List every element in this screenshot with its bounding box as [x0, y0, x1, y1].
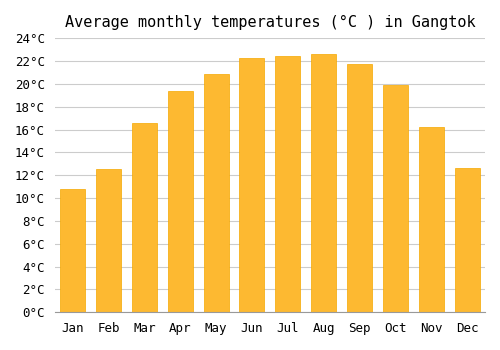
Bar	[347, 64, 372, 312]
Bar	[132, 122, 157, 312]
Bar	[240, 57, 264, 312]
Title: Average monthly temperatures (°C ) in Gangtok: Average monthly temperatures (°C ) in Ga…	[64, 15, 475, 30]
Bar	[60, 189, 85, 312]
Bar	[96, 169, 121, 312]
Bar	[168, 91, 193, 312]
Bar	[311, 54, 336, 312]
Bar	[275, 56, 300, 312]
Bar	[454, 168, 479, 312]
Bar	[418, 127, 444, 312]
Bar	[204, 74, 229, 312]
Bar	[383, 85, 408, 312]
